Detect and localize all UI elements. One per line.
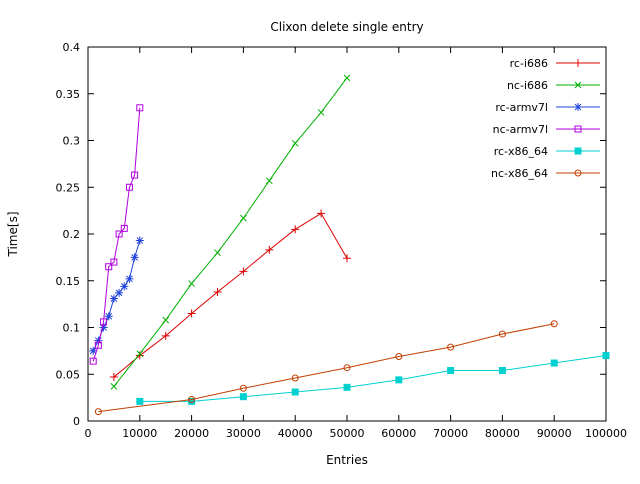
legend-label: nc-armv7l — [493, 123, 548, 136]
series-group — [89, 74, 610, 416]
legend-label: rc-x86_64 — [494, 145, 548, 158]
y-tick-label: 0.25 — [56, 181, 81, 194]
legend-entry-rc-i686: rc-i686 — [510, 57, 600, 70]
x-tick-label: 40000 — [278, 427, 313, 440]
y-tick-label: 0.1 — [63, 322, 81, 335]
x-tick-label: 100000 — [585, 427, 627, 440]
x-tick-label: 70000 — [433, 427, 468, 440]
series-rc-x86_64 — [136, 352, 610, 405]
y-tick-label: 0.4 — [63, 41, 81, 54]
series-line — [98, 323, 555, 413]
y-tick-label: 0.15 — [56, 275, 81, 288]
legend: rc-i686 nc-i686 rc-armv7l nc-armv7l rc-x86_6… — [491, 57, 600, 180]
legend-entry-nc-armv7l: nc-armv7l — [493, 123, 600, 136]
x-tick-label: 90000 — [537, 427, 572, 440]
x-tick-label: 80000 — [485, 427, 520, 440]
series-line — [113, 212, 348, 378]
axes: 0 10000 20000 30000 40000 50000 60000 70000 8000… — [56, 41, 628, 440]
series-rc-i686 — [109, 209, 351, 382]
y-tick-label: 0 — [73, 415, 80, 428]
y-tick-label: 0.2 — [63, 228, 81, 241]
legend-entry-rc-x86_64: rc-x86_64 — [494, 145, 600, 158]
legend-entry-nc-x86_64: nc-x86_64 — [491, 167, 600, 180]
series-line — [113, 77, 348, 387]
legend-label: nc-x86_64 — [491, 167, 548, 180]
x-tick-label: 60000 — [381, 427, 416, 440]
x-tick-label: 50000 — [330, 427, 365, 440]
legend-label: rc-i686 — [510, 57, 548, 70]
y-tick-label: 0.35 — [56, 88, 81, 101]
x-tick-label: 20000 — [174, 427, 209, 440]
x-tick-label: 0 — [85, 427, 92, 440]
series-nc-i686 — [110, 74, 351, 390]
y-tick-label: 0.3 — [63, 135, 81, 148]
y-tick-label: 0.05 — [56, 368, 81, 381]
legend-label: nc-i686 — [507, 79, 548, 92]
legend-label: rc-armv7l — [495, 101, 548, 114]
chart-title: Clixon delete single entry — [270, 20, 423, 34]
series-line — [92, 107, 141, 362]
series-nc-armv7l — [89, 104, 144, 365]
series-rc-armv7l — [89, 236, 144, 355]
y-axis-label: Time[s] — [6, 212, 20, 258]
series-nc-x86_64 — [94, 320, 558, 416]
legend-entry-rc-armv7l: rc-armv7l — [495, 101, 600, 114]
x-tick-label: 30000 — [226, 427, 261, 440]
x-axis-label: Entries — [326, 453, 368, 467]
series-line — [139, 355, 607, 402]
legend-entry-nc-i686: nc-i686 — [507, 79, 600, 92]
x-tick-label: 10000 — [122, 427, 157, 440]
